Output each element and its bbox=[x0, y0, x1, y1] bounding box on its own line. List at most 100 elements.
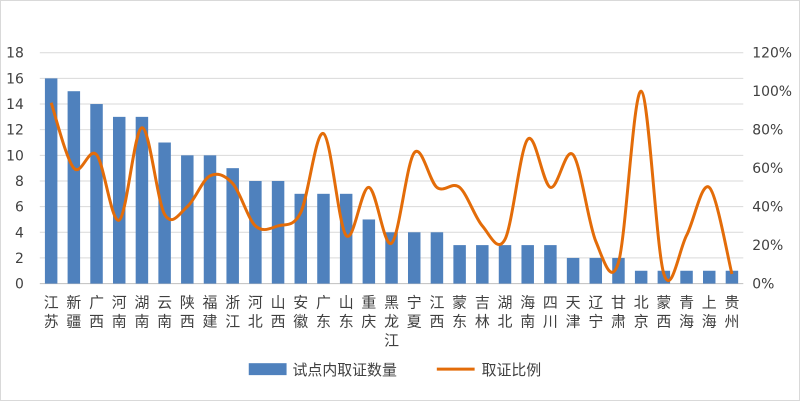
category-label: 东 bbox=[452, 312, 467, 330]
bar bbox=[498, 245, 512, 284]
category-label: 海 bbox=[702, 312, 717, 330]
bar bbox=[634, 270, 648, 284]
legend: 试点内取证数量 取证比例 bbox=[248, 361, 542, 379]
category-label: 西 bbox=[180, 312, 195, 330]
bar bbox=[44, 78, 58, 284]
category-label: 建 bbox=[203, 312, 218, 330]
category-label: 海 bbox=[520, 293, 535, 311]
category-label: 甘 bbox=[611, 293, 626, 311]
bar bbox=[476, 245, 489, 284]
ratio-line bbox=[49, 89, 734, 283]
category-label: 江 bbox=[429, 293, 444, 311]
bar-series bbox=[44, 78, 739, 284]
category-label: 州 bbox=[724, 312, 739, 330]
category-label: 江 bbox=[225, 312, 240, 330]
bar bbox=[680, 270, 693, 284]
category-label: 蒙 bbox=[656, 293, 671, 311]
right-tick-label: 40% bbox=[752, 200, 783, 216]
left-tick-label: 16 bbox=[6, 71, 24, 87]
category-label: 西 bbox=[89, 312, 104, 330]
category-label: 津 bbox=[566, 312, 581, 330]
bar bbox=[385, 232, 398, 284]
bar bbox=[294, 193, 308, 284]
category-label: 青 bbox=[679, 293, 694, 311]
line-series bbox=[49, 89, 734, 283]
category-label: 疆 bbox=[66, 312, 81, 330]
left-tick-label: 14 bbox=[6, 97, 24, 113]
category-label: 江 bbox=[44, 293, 59, 311]
category-label: 天 bbox=[566, 293, 581, 311]
category-label: 吉 bbox=[475, 293, 490, 311]
category-label: 黑 bbox=[384, 293, 399, 311]
left-tick-label: 4 bbox=[15, 225, 24, 241]
bar bbox=[249, 180, 262, 284]
bar bbox=[112, 116, 126, 284]
category-label: 辽 bbox=[588, 293, 603, 311]
category-label: 苏 bbox=[44, 312, 59, 330]
category-label: 浙 bbox=[225, 293, 240, 311]
gridlines bbox=[39, 52, 744, 285]
bar bbox=[271, 180, 285, 284]
bar bbox=[362, 219, 376, 284]
category-label: 山 bbox=[271, 293, 286, 311]
left-tick-label: 10 bbox=[6, 148, 24, 164]
category-label: 河 bbox=[112, 293, 127, 311]
category-label: 龙 bbox=[384, 312, 399, 330]
category-label: 贵 bbox=[724, 293, 739, 311]
right-tick-label: 120% bbox=[752, 46, 792, 62]
x-axis: 江苏新疆广西河南湖南云南陕西福建浙江河北山西安徽广东山东重庆黑龙江宁夏江西蒙东吉… bbox=[44, 293, 740, 349]
left-tick-label: 6 bbox=[15, 200, 24, 216]
category-label: 东 bbox=[316, 312, 331, 330]
bar bbox=[203, 155, 217, 284]
category-label: 西 bbox=[429, 312, 444, 330]
right-tick-label: 20% bbox=[752, 238, 783, 254]
category-label: 南 bbox=[134, 312, 149, 330]
legend-bar-label: 试点内取证数量 bbox=[293, 361, 397, 379]
bar bbox=[521, 245, 534, 284]
right-tick-label: 80% bbox=[752, 123, 783, 139]
bar bbox=[181, 155, 194, 284]
left-tick-label: 8 bbox=[15, 174, 24, 190]
category-label: 广 bbox=[89, 293, 104, 311]
bar bbox=[566, 257, 580, 284]
category-label: 宁 bbox=[588, 312, 603, 330]
bar bbox=[725, 270, 739, 284]
category-label: 西 bbox=[656, 312, 671, 330]
category-label: 东 bbox=[339, 312, 354, 330]
legend-bar-swatch bbox=[248, 363, 287, 376]
bar bbox=[339, 193, 353, 284]
bar bbox=[430, 232, 444, 284]
category-label: 陕 bbox=[180, 293, 195, 311]
category-label: 江 bbox=[384, 331, 399, 349]
category-label: 西 bbox=[271, 312, 286, 330]
category-label: 夏 bbox=[407, 312, 422, 330]
category-label: 南 bbox=[157, 312, 172, 330]
category-label: 北 bbox=[634, 293, 649, 311]
category-label: 湖 bbox=[498, 293, 513, 311]
left-tick-label: 0 bbox=[15, 277, 24, 293]
category-label: 庆 bbox=[361, 312, 376, 330]
category-label: 徽 bbox=[293, 312, 308, 330]
category-label: 云 bbox=[157, 293, 172, 311]
category-label: 肃 bbox=[611, 312, 626, 330]
category-label: 上 bbox=[702, 293, 717, 311]
category-label: 林 bbox=[475, 312, 490, 330]
category-label: 北 bbox=[498, 312, 513, 330]
bar bbox=[407, 232, 421, 284]
bar bbox=[67, 91, 81, 284]
category-label: 四 bbox=[543, 293, 558, 311]
bar bbox=[453, 245, 466, 284]
category-label: 广 bbox=[316, 293, 331, 311]
right-tick-label: 0% bbox=[752, 277, 774, 293]
category-label: 河 bbox=[248, 293, 263, 311]
bar bbox=[135, 116, 149, 284]
left-tick-label: 18 bbox=[6, 46, 24, 62]
category-label: 京 bbox=[634, 312, 649, 330]
category-label: 山 bbox=[339, 293, 354, 311]
right-tick-label: 100% bbox=[752, 84, 792, 100]
legend-line-label: 取证比例 bbox=[482, 361, 542, 379]
category-label: 重 bbox=[361, 293, 376, 311]
left-tick-label: 2 bbox=[15, 251, 24, 267]
category-label: 南 bbox=[112, 312, 127, 330]
